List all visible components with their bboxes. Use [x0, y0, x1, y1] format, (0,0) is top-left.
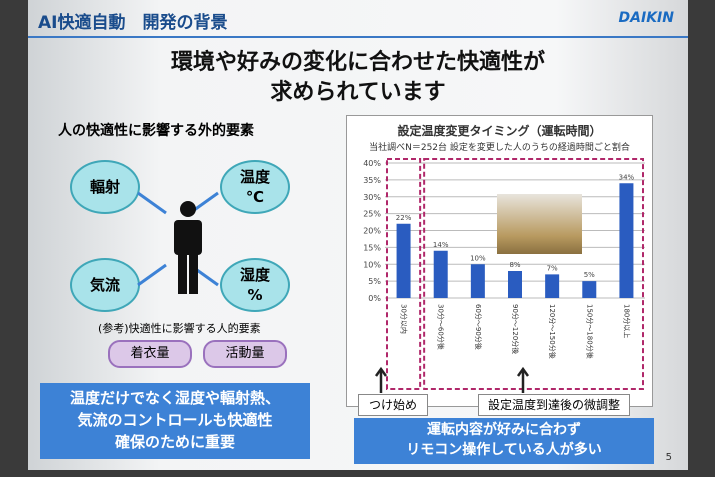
highlight-start-box: [386, 158, 422, 390]
factor-humidity: 湿度 %: [220, 258, 290, 312]
bar-chart: 0% 5% 10% 15% 20% 25% 30% 35% 40% 22% 30分以内 14% 30分～…: [363, 158, 645, 390]
headline: 環境や好みの変化に合わせた快適性が 求められています: [28, 48, 688, 108]
y-tick-label: 0%: [368, 294, 381, 303]
y-tick-label: 30%: [363, 193, 381, 202]
family-dining-photo: [497, 194, 582, 254]
factor-activity: 活動量: [203, 340, 287, 368]
page-number: 5: [665, 452, 672, 463]
annotation-start: つけ始め: [358, 394, 428, 416]
factor-radiation: 輻射: [70, 160, 140, 214]
reference-label: (参考)快適性に影響する人的要素: [98, 322, 261, 335]
right-summary: 運転内容が好みに合わず リモコン操作している人が多い: [354, 418, 654, 464]
headline-line-2: 求められています: [270, 80, 446, 105]
headline-line-1: 環境や好みの変化に合わせた快適性が: [170, 50, 545, 75]
chart-subtitle: 当社調べN＝252台 設定を変更した人のうちの経過時間ごと割合: [369, 143, 630, 153]
x-tick-label: 30分～60分後: [437, 304, 446, 350]
data-label: 7%: [547, 264, 558, 272]
bar: [545, 274, 560, 298]
annotation-arrows: [374, 366, 530, 393]
x-tick-label: 180分以上: [622, 304, 631, 338]
person-icon: [174, 201, 202, 294]
chart-title: 設定温度変更タイミング（運転時間）: [397, 124, 602, 138]
x-tick-label: 90分～120分後: [511, 304, 520, 354]
data-label: 14%: [433, 241, 449, 249]
data-label: 22%: [396, 214, 412, 222]
header-divider: [28, 36, 688, 38]
left-summary-line-3: 確保のために重要: [114, 433, 235, 451]
slide: AI快適自動 開発の背景 DAIKIN 環境や好みの変化に合わせた快適性が 求め…: [28, 0, 688, 470]
y-tick-label: 20%: [363, 227, 381, 236]
bar: [433, 250, 448, 298]
factor-temperature: 温度 ℃: [220, 160, 290, 214]
y-tick-label: 35%: [363, 176, 381, 185]
left-heading: 人の快適性に影響する外的要素: [58, 123, 254, 139]
y-tick-label: 25%: [363, 210, 381, 219]
data-label: 34%: [619, 173, 635, 181]
factor-clothing: 着衣量: [108, 340, 192, 368]
bar: [508, 271, 522, 298]
y-tick-label: 15%: [363, 243, 381, 252]
left-summary-line-1: 温度だけでなく湿度や輻射熱、: [69, 389, 280, 407]
x-tick-label: 120分～150分後: [548, 304, 557, 359]
bar: [396, 223, 411, 298]
left-summary: 温度だけでなく湿度や輻射熱、 気流のコントロールも快適性 確保のために重要: [40, 383, 310, 459]
y-tick-label: 5%: [368, 277, 381, 286]
factor-airflow: 気流: [70, 258, 140, 312]
annotation-adjust: 設定温度到達後の微調整: [478, 394, 630, 416]
right-summary-line-2: リモコン操作している人が多い: [406, 442, 602, 458]
y-tick-label: 10%: [363, 260, 381, 269]
y-tick-label: 40%: [363, 159, 381, 168]
x-tick-label: 60分～90分後: [474, 304, 483, 350]
bar: [582, 281, 597, 298]
data-label: 10%: [470, 254, 486, 262]
right-summary-line-1: 運転内容が好みに合わず: [427, 422, 581, 438]
left-summary-line-2: 気流のコントロールも快適性: [77, 411, 273, 429]
data-label: 8%: [509, 261, 520, 269]
chart-panel: 設定温度変更タイミング（運転時間） 当社調べN＝252台 設定を変更した人のうち…: [346, 115, 653, 407]
bar: [619, 183, 634, 298]
bar: [470, 264, 485, 298]
x-tick-label: 30分以内: [400, 304, 409, 334]
data-label: 5%: [584, 271, 595, 279]
daikin-logo: DAIKIN: [618, 10, 674, 26]
slide-header-title: AI快適自動 開発の背景: [38, 13, 228, 33]
x-tick-label: 150分～180分後: [585, 304, 594, 359]
